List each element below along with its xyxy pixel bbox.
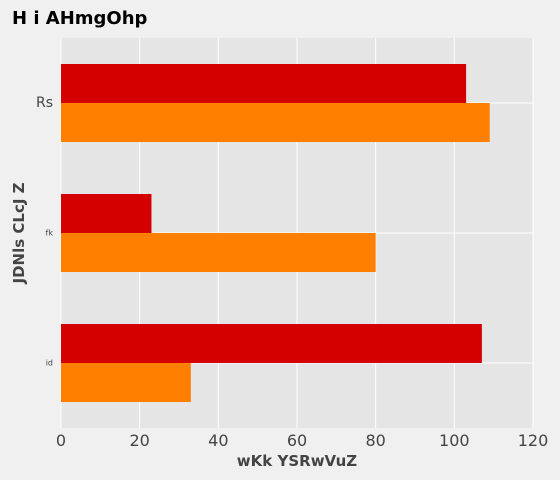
x-axis-title: wKk YSRwVuZ [237,452,358,470]
bar [61,324,482,363]
bar [61,233,376,272]
x-axis-ticks: 0 20 40 60 80 100 120 [56,431,548,450]
y-tick-label: Rs [36,95,53,111]
bar [61,363,191,402]
bars [61,64,490,402]
y-tick-label: id [46,359,53,368]
x-tick-label: 80 [365,431,385,450]
bar [61,194,152,233]
x-tick-label: 20 [129,431,149,450]
x-tick-label: 0 [56,431,66,450]
x-tick-label: 40 [208,431,228,450]
bar [61,64,467,103]
x-tick-label: 120 [518,431,549,450]
chart-title: H i AHmgOhp [12,8,148,29]
y-axis-ticks: Rs fk id [36,95,53,368]
y-axis-title: JDNls CLcJ Z [10,182,28,284]
bar [61,103,490,142]
x-tick-label: 60 [287,431,307,450]
x-tick-label: 100 [439,431,470,450]
y-tick-label: fk [46,229,54,238]
